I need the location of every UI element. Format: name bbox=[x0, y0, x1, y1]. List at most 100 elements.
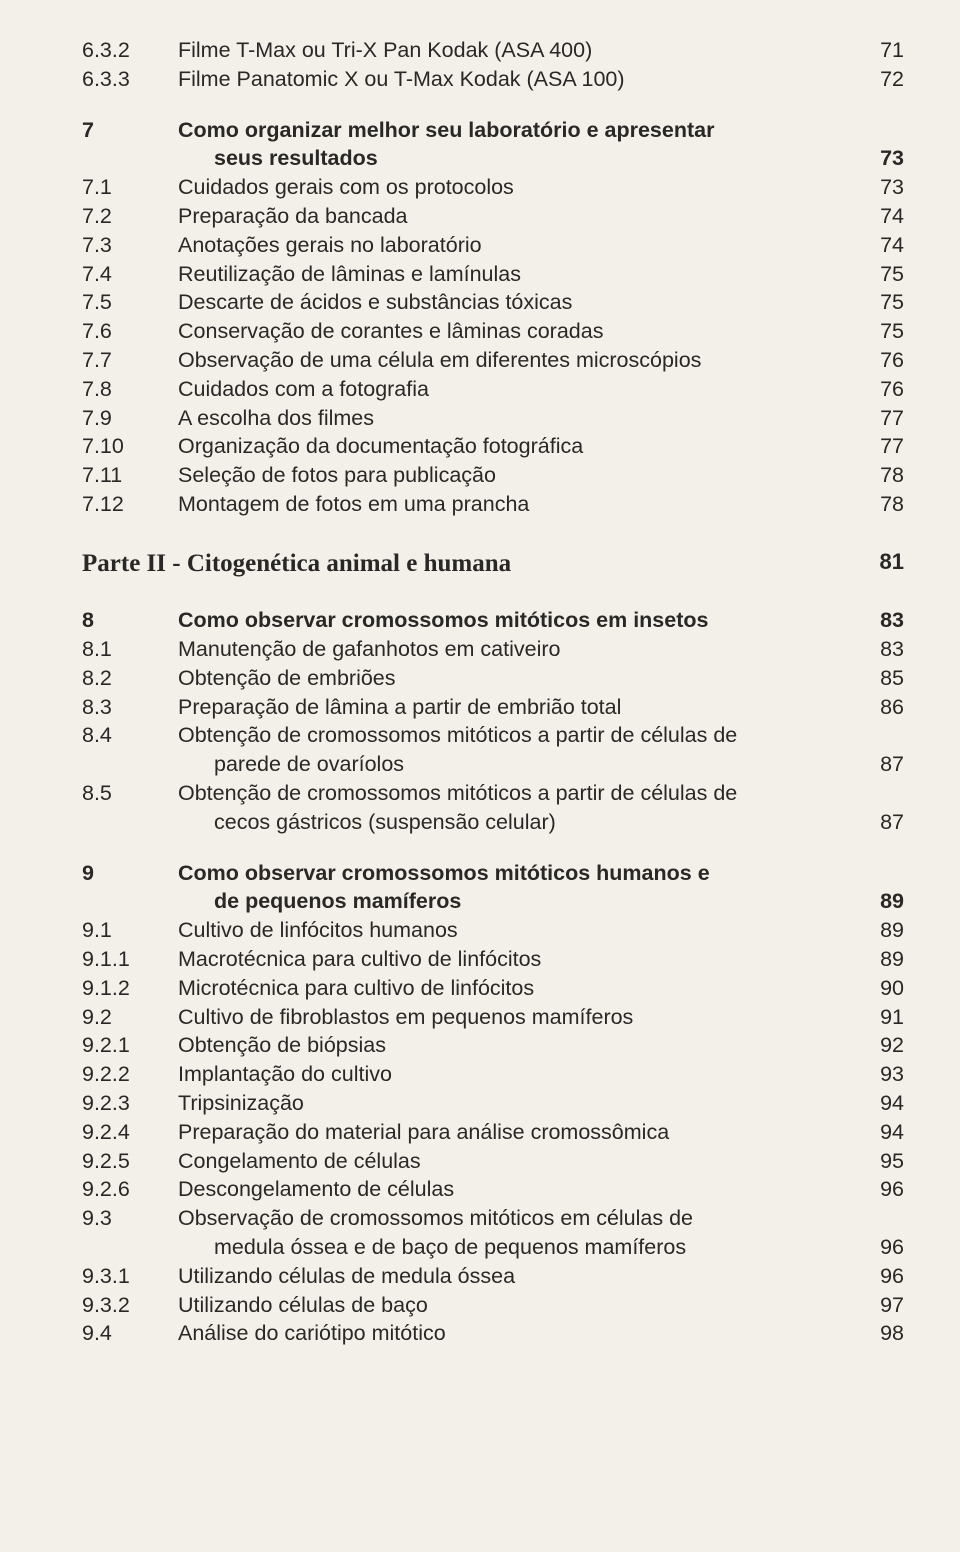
toc-entry-title: Como organizar melhor seu laboratório e … bbox=[178, 116, 856, 145]
toc-entry-title: cecos gástricos (suspensão celular) bbox=[178, 808, 856, 837]
toc-entry-number: 8.5 bbox=[82, 779, 178, 808]
toc-entry-title: Cuidados gerais com os protocolos bbox=[178, 173, 856, 202]
toc-row: 9.4Análise do cariótipo mitótico98 bbox=[82, 1319, 904, 1348]
toc-entry-number: 7.8 bbox=[82, 375, 178, 404]
toc-entry-number: 9.2.1 bbox=[82, 1031, 178, 1060]
toc-entry-page: 96 bbox=[856, 1233, 904, 1262]
toc-row: 9.2.6Descongelamento de células96 bbox=[82, 1175, 904, 1204]
toc-row: 8.2Obtenção de embriões85 bbox=[82, 664, 904, 693]
toc-entry-number: 9.3 bbox=[82, 1204, 178, 1233]
toc-entry-page: 87 bbox=[856, 808, 904, 837]
toc-entry-number: 7.6 bbox=[82, 317, 178, 346]
toc-entry-title: Macrotécnica para cultivo de linfócitos bbox=[178, 945, 856, 974]
toc-row: parede de ovaríolos87 bbox=[82, 750, 904, 779]
toc-entry-number: 9.3.2 bbox=[82, 1291, 178, 1320]
toc-row: 7.8Cuidados com a fotografia76 bbox=[82, 375, 904, 404]
toc-entry-number: 9 bbox=[82, 859, 178, 888]
toc-entry-title: Microtécnica para cultivo de linfócitos bbox=[178, 974, 856, 1003]
toc-part-page: 81 bbox=[880, 547, 904, 581]
toc-entry-number: 7.2 bbox=[82, 202, 178, 231]
toc-entry-number: 9.2.4 bbox=[82, 1118, 178, 1147]
toc-entry-title: Como observar cromossomos mitóticos em i… bbox=[178, 606, 856, 635]
toc-entry-page: 89 bbox=[856, 916, 904, 945]
toc-entry-title: Descarte de ácidos e substâncias tóxicas bbox=[178, 288, 856, 317]
toc-entry-page: 92 bbox=[856, 1031, 904, 1060]
toc-entry-page: 71 bbox=[856, 36, 904, 65]
toc-entry-page: 74 bbox=[856, 202, 904, 231]
toc-row: 7.7Observação de uma célula em diferente… bbox=[82, 346, 904, 375]
toc-entry-page: 98 bbox=[856, 1319, 904, 1348]
toc-entry-number: 6.3.3 bbox=[82, 65, 178, 94]
toc-entry-number: 7.1 bbox=[82, 173, 178, 202]
toc-entry-page: 73 bbox=[856, 144, 904, 173]
toc-entry-title: Cultivo de fibroblastos em pequenos mamí… bbox=[178, 1003, 856, 1032]
toc-part-heading: Parte II - Citogenética animal e humana8… bbox=[82, 547, 904, 581]
toc-row: 9.3Observação de cromossomos mitóticos e… bbox=[82, 1204, 904, 1233]
toc-row: 8.5Obtenção de cromossomos mitóticos a p… bbox=[82, 779, 904, 808]
toc-entry-page: 78 bbox=[856, 461, 904, 490]
toc-entry-title: Obtenção de embriões bbox=[178, 664, 856, 693]
toc-entry-title: Organização da documentação fotográfica bbox=[178, 432, 856, 461]
toc-entry-title: Utilizando células de baço bbox=[178, 1291, 856, 1320]
toc-entry-title: Manutenção de gafanhotos em cativeiro bbox=[178, 635, 856, 664]
toc-entry-title: Preparação de lâmina a partir de embrião… bbox=[178, 693, 856, 722]
toc-entry-title: Cultivo de linfócitos humanos bbox=[178, 916, 856, 945]
toc-row: 9.2.1Obtenção de biópsias92 bbox=[82, 1031, 904, 1060]
toc-entry-title: Filme Panatomic X ou T-Max Kodak (ASA 10… bbox=[178, 65, 856, 94]
toc-entry-number: 7.9 bbox=[82, 404, 178, 433]
toc-row: 7.1Cuidados gerais com os protocolos73 bbox=[82, 173, 904, 202]
toc-entry-page: 72 bbox=[856, 65, 904, 94]
toc-entry-title: medula óssea e de baço de pequenos mamíf… bbox=[178, 1233, 856, 1262]
toc-row: 8.3Preparação de lâmina a partir de embr… bbox=[82, 693, 904, 722]
toc-row: 9Como observar cromossomos mitóticos hum… bbox=[82, 859, 904, 888]
toc-entry-number: 7.12 bbox=[82, 490, 178, 519]
toc-entry-title: A escolha dos filmes bbox=[178, 404, 856, 433]
toc-entry-page: 78 bbox=[856, 490, 904, 519]
toc-entry-page: 97 bbox=[856, 1291, 904, 1320]
toc-entry-number: 9.2 bbox=[82, 1003, 178, 1032]
toc-entry-number: 9.4 bbox=[82, 1319, 178, 1348]
toc-entry-number: 7 bbox=[82, 116, 178, 145]
toc-entry-title: Tripsinização bbox=[178, 1089, 856, 1118]
toc-entry-title: parede de ovaríolos bbox=[178, 750, 856, 779]
toc-row: 7.3Anotações gerais no laboratório74 bbox=[82, 231, 904, 260]
toc-row: 7.11Seleção de fotos para publicação78 bbox=[82, 461, 904, 490]
toc-entry-page: 83 bbox=[856, 635, 904, 664]
toc-row: 9.2.2Implantação do cultivo93 bbox=[82, 1060, 904, 1089]
toc-entry-page: 94 bbox=[856, 1118, 904, 1147]
toc-row: 9.2.4Preparação do material para análise… bbox=[82, 1118, 904, 1147]
toc-row: 7.10Organização da documentação fotográf… bbox=[82, 432, 904, 461]
toc-entry-number: 7.5 bbox=[82, 288, 178, 317]
toc-entry-page: 89 bbox=[856, 945, 904, 974]
toc-entry-title: de pequenos mamíferos bbox=[178, 887, 856, 916]
toc-entry-title: Descongelamento de células bbox=[178, 1175, 856, 1204]
toc-entry-page: 90 bbox=[856, 974, 904, 1003]
toc-entry-page: 76 bbox=[856, 375, 904, 404]
toc-entry-number: 9.2.2 bbox=[82, 1060, 178, 1089]
toc-row: 9.2Cultivo de fibroblastos em pequenos m… bbox=[82, 1003, 904, 1032]
toc-entry-page: 73 bbox=[856, 173, 904, 202]
toc-row: 9.1.2Microtécnica para cultivo de linfóc… bbox=[82, 974, 904, 1003]
toc-entry-number: 8 bbox=[82, 606, 178, 635]
toc-entry-page: 77 bbox=[856, 432, 904, 461]
toc-entry-number: 9.2.5 bbox=[82, 1147, 178, 1176]
toc-row: 7.4Reutilização de lâminas e lamínulas75 bbox=[82, 260, 904, 289]
toc-entry-page: 85 bbox=[856, 664, 904, 693]
table-of-contents: 6.3.2Filme T-Max ou Tri-X Pan Kodak (ASA… bbox=[82, 36, 904, 1348]
toc-entry-title: Seleção de fotos para publicação bbox=[178, 461, 856, 490]
toc-entry-title: Filme T-Max ou Tri-X Pan Kodak (ASA 400) bbox=[178, 36, 856, 65]
toc-entry-number: 9.1.1 bbox=[82, 945, 178, 974]
toc-entry-number: 9.2.6 bbox=[82, 1175, 178, 1204]
toc-entry-number: 9.1 bbox=[82, 916, 178, 945]
toc-entry-number: 8.1 bbox=[82, 635, 178, 664]
toc-entry-title: Obtenção de biópsias bbox=[178, 1031, 856, 1060]
toc-entry-page: 86 bbox=[856, 693, 904, 722]
toc-entry-number: 7.10 bbox=[82, 432, 178, 461]
toc-row: 9.2.3Tripsinização94 bbox=[82, 1089, 904, 1118]
toc-row: 9.1Cultivo de linfócitos humanos89 bbox=[82, 916, 904, 945]
toc-row: 7.9A escolha dos filmes77 bbox=[82, 404, 904, 433]
toc-entry-title: Reutilização de lâminas e lamínulas bbox=[178, 260, 856, 289]
toc-row: 9.3.1Utilizando células de medula óssea9… bbox=[82, 1262, 904, 1291]
toc-entry-number: 8.4 bbox=[82, 721, 178, 750]
toc-entry-page: 76 bbox=[856, 346, 904, 375]
